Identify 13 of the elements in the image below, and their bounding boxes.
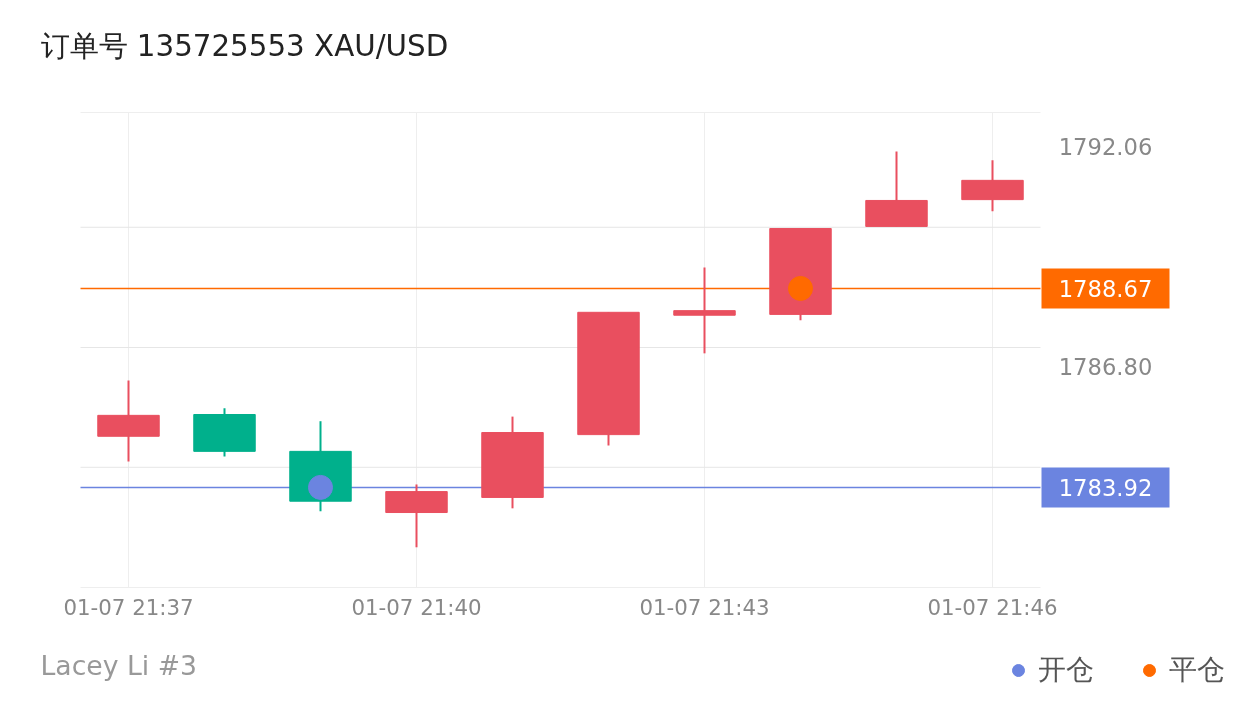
ref-line-label: 1783.92: [1058, 474, 1153, 501]
x-tick-label: 01-07 21:37: [63, 595, 194, 620]
y-tick-label: 1792.06: [1058, 133, 1153, 160]
y-tick-label: 1786.80: [1058, 354, 1153, 381]
x-tick-label: 01-07 21:40: [351, 595, 482, 620]
x-tick-label: 01-07 21:43: [639, 595, 770, 620]
chart-title: 订单号 135725553 XAU/USD: [40, 28, 449, 63]
legend-label: 平仓: [1169, 652, 1225, 688]
ref-line-label: 1788.67: [1058, 275, 1153, 302]
candlestick: [673, 266, 736, 355]
x-tick-label: 01-07 21:46: [927, 595, 1058, 620]
legend-label: 开仓: [1038, 652, 1094, 688]
text: Lacey Li #3: [40, 650, 198, 681]
